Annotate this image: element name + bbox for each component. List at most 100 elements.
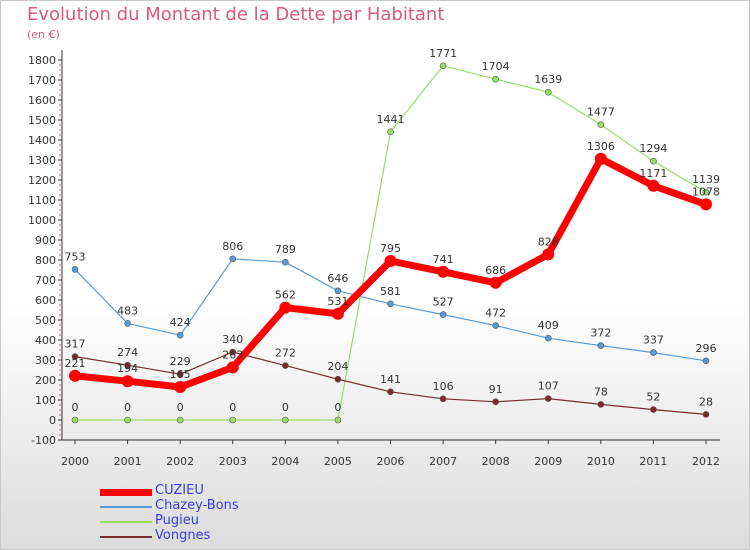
data-label-cuzieu: 562 [275, 289, 296, 302]
legend-swatch [100, 488, 152, 496]
data-label-chazey-bons: 806 [222, 240, 243, 253]
data-point-pugieu [544, 88, 552, 96]
x-tick-label: 2010 [587, 455, 615, 468]
legend-swatch [100, 536, 152, 538]
data-point-chazey-bons [492, 322, 499, 329]
y-tick-label: 1100 [28, 194, 56, 207]
data-label-cuzieu: 1306 [587, 140, 615, 153]
data-point-pugieu [71, 416, 79, 424]
data-label-pugieu: 1704 [482, 60, 510, 73]
data-label-chazey-bons: 409 [538, 319, 559, 332]
x-tick-label: 2003 [219, 455, 247, 468]
data-label-pugieu: 1441 [377, 113, 405, 126]
y-tick-label: 1300 [28, 154, 56, 167]
y-tick-label: 1600 [28, 94, 56, 107]
data-label-chazey-bons: 296 [696, 342, 717, 355]
data-point-chazey-bons [702, 357, 710, 365]
y-tick-label: 500 [35, 314, 56, 327]
data-point-pugieu [702, 188, 710, 196]
data-point-cuzieu [121, 375, 134, 388]
data-point-chazey-bons [387, 300, 394, 308]
data-point-chazey-bons [544, 334, 552, 342]
data-point-vongnes [282, 362, 289, 369]
data-point-chazey-bons [229, 255, 237, 263]
x-tick-label: 2005 [324, 455, 352, 468]
data-point-cuzieu [700, 198, 712, 211]
data-label-vongnes: 317 [65, 338, 86, 351]
data-point-pugieu [650, 157, 657, 165]
data-point-vongnes [176, 370, 184, 378]
y-tick-label: 900 [35, 234, 56, 247]
data-label-chazey-bons: 753 [65, 250, 86, 263]
data-label-pugieu: 0 [282, 401, 289, 414]
data-label-chazey-bons: 472 [485, 307, 506, 320]
data-label-vongnes: 107 [538, 380, 559, 393]
data-label-pugieu: 0 [124, 401, 131, 414]
data-label-pugieu: 0 [72, 401, 79, 414]
x-tick-label: 2004 [271, 455, 299, 468]
data-label-vongnes: 28 [699, 395, 713, 408]
data-point-cuzieu [226, 361, 239, 374]
x-tick-label: 2000 [61, 455, 89, 468]
data-label-vongnes: 274 [117, 346, 138, 359]
data-label-pugieu: 0 [229, 401, 236, 414]
data-label-vongnes: 52 [646, 391, 660, 404]
y-tick-label: 1800 [28, 54, 56, 67]
x-tick-label: 2009 [534, 455, 562, 468]
data-point-chazey-bons [650, 349, 657, 356]
y-tick-label: 300 [35, 354, 56, 367]
x-tick-label: 2012 [692, 455, 720, 468]
data-point-chazey-bons [124, 320, 131, 327]
legend-label: Vongnes [155, 528, 211, 543]
data-point-cuzieu [647, 179, 660, 192]
data-point-cuzieu [489, 276, 502, 289]
data-label-cuzieu: 1078 [692, 185, 720, 198]
data-label-vongnes: 106 [433, 380, 454, 393]
data-point-cuzieu [331, 307, 344, 320]
data-label-vongnes: 272 [275, 347, 296, 360]
data-point-pugieu [387, 128, 394, 136]
data-point-pugieu [282, 416, 289, 424]
data-point-chazey-bons [334, 287, 342, 295]
data-label-chazey-bons: 483 [117, 304, 138, 317]
data-label-cuzieu: 165 [170, 368, 191, 381]
data-label-cuzieu: 221 [65, 357, 86, 370]
data-point-vongnes [229, 348, 237, 356]
data-label-cuzieu: 828 [538, 235, 559, 248]
y-tick-label: 1200 [28, 174, 56, 187]
data-point-vongnes [334, 375, 342, 383]
data-label-chazey-bons: 424 [170, 316, 191, 329]
data-label-vongnes: 141 [380, 373, 401, 386]
data-label-pugieu: 0 [334, 401, 341, 414]
data-label-pugieu: 1639 [534, 73, 562, 86]
data-point-cuzieu [384, 255, 397, 267]
y-tick-label: 200 [35, 374, 56, 387]
x-tick-label: 2002 [166, 455, 194, 468]
data-label-cuzieu: 194 [117, 362, 138, 375]
y-tick-label: 100 [35, 394, 56, 407]
data-label-chazey-bons: 581 [380, 285, 401, 298]
data-label-cuzieu: 686 [485, 264, 506, 277]
data-label-cuzieu: 1171 [639, 167, 667, 180]
data-point-vongnes [124, 361, 131, 369]
data-point-pugieu [597, 121, 605, 128]
y-tick-label: 600 [35, 294, 56, 307]
data-point-chazey-bons [597, 342, 605, 349]
data-point-vongnes [439, 395, 447, 403]
data-point-cuzieu [594, 152, 607, 165]
y-tick-label: 400 [35, 334, 56, 347]
data-label-chazey-bons: 372 [590, 327, 611, 340]
data-label-chazey-bons: 646 [327, 272, 348, 285]
data-label-pugieu: 1139 [692, 173, 720, 186]
legend-label: Chazey-Bons [155, 498, 239, 513]
data-point-pugieu [492, 75, 499, 83]
data-point-chazey-bons [439, 311, 447, 318]
y-tick-label: 1700 [28, 74, 56, 87]
data-label-chazey-bons: 527 [433, 296, 454, 309]
y-tick-label: 1000 [28, 214, 56, 227]
x-tick-label: 2006 [377, 455, 405, 468]
data-point-vongnes [650, 406, 657, 413]
data-point-vongnes [597, 401, 605, 408]
data-label-chazey-bons: 337 [643, 334, 664, 347]
